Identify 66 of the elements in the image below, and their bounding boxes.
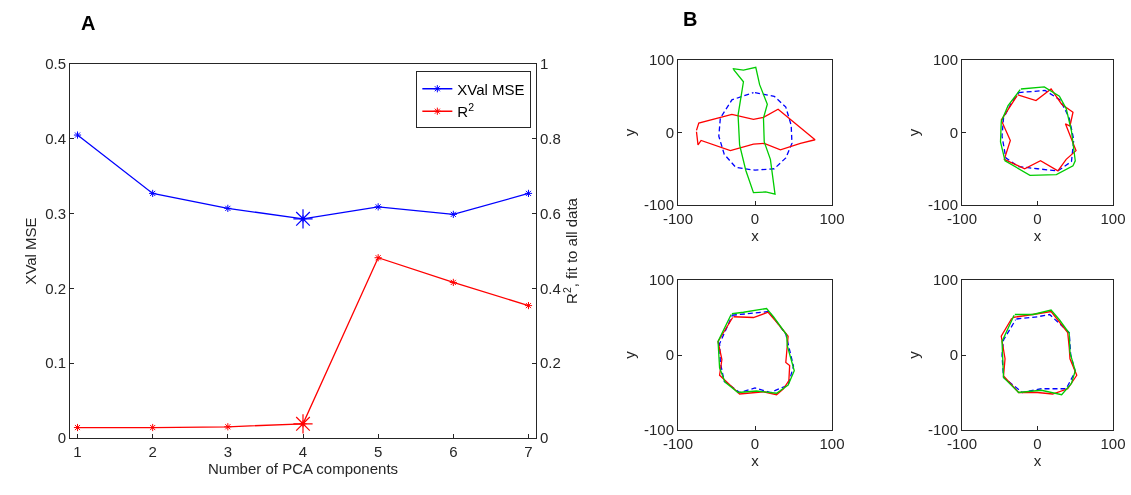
y-tick-label: 0 bbox=[949, 123, 958, 141]
point bbox=[223, 204, 232, 213]
y-axis-title: XVal MSE bbox=[22, 217, 40, 285]
text: A bbox=[81, 12, 96, 34]
x-axis-title: x bbox=[1033, 227, 1042, 244]
y-axis-title: y bbox=[621, 128, 639, 137]
point bbox=[449, 210, 458, 219]
x-tick-label: 100 bbox=[819, 210, 845, 227]
point bbox=[223, 422, 232, 431]
y-tick-label: 0.5 bbox=[45, 55, 66, 73]
point bbox=[148, 189, 157, 198]
y-axis-title: y bbox=[905, 128, 923, 137]
line-series bbox=[732, 66, 776, 195]
y-tick-label: -100 bbox=[927, 196, 958, 214]
point bbox=[524, 301, 533, 310]
y-tick-label: 0.4 bbox=[45, 130, 66, 148]
x-tick-label: 0 bbox=[750, 210, 760, 227]
y2-tick-label: 0.4 bbox=[540, 279, 561, 297]
point bbox=[374, 202, 383, 211]
x-tick-label: 100 bbox=[819, 435, 845, 452]
x-tick-label: 0 bbox=[1033, 435, 1042, 452]
x-tick-label: 0 bbox=[1033, 210, 1042, 227]
x-tick-label: 7 bbox=[524, 443, 533, 460]
text: B bbox=[683, 8, 698, 30]
y-tick-label: 0.1 bbox=[45, 354, 66, 372]
point bbox=[73, 423, 82, 432]
x-tick-label: 100 bbox=[1100, 210, 1126, 227]
y-tick-label: 100 bbox=[932, 51, 958, 69]
x-tick-label: 6 bbox=[449, 443, 458, 460]
point bbox=[524, 189, 533, 198]
line-series bbox=[695, 108, 816, 152]
point bbox=[449, 278, 458, 287]
y-tick-label: 100 bbox=[648, 271, 674, 289]
x-axis-title: x bbox=[751, 227, 760, 244]
x-tick-label: 4 bbox=[298, 443, 308, 460]
y-tick-label: 0 bbox=[665, 346, 674, 364]
x-axis-title: Number of PCA components bbox=[207, 460, 399, 477]
y-tick-label: -100 bbox=[643, 196, 674, 214]
x-tick-label: 1 bbox=[73, 443, 82, 460]
x-tick-label: 0 bbox=[750, 435, 760, 452]
y-tick-label: 100 bbox=[648, 51, 674, 69]
y2-tick-label: 0.8 bbox=[540, 130, 561, 148]
x-tick-label: 3 bbox=[223, 443, 233, 460]
legend-label: XVal MSE bbox=[457, 80, 525, 98]
y-tick-label: 0 bbox=[665, 123, 674, 141]
y-tick-label: 0 bbox=[949, 346, 958, 364]
x-tick-label: 5 bbox=[373, 443, 383, 460]
point bbox=[148, 423, 157, 432]
point bbox=[73, 130, 82, 140]
y-axis-title: y bbox=[905, 350, 923, 359]
y-tick-label: 0.2 bbox=[45, 279, 66, 297]
y-tick-label: -100 bbox=[643, 421, 674, 439]
y-tick-label: 0.3 bbox=[45, 204, 66, 222]
legend-label: R$^{2}$ bbox=[457, 100, 475, 121]
x-axis-title: x bbox=[1033, 452, 1042, 469]
point bbox=[374, 253, 383, 262]
y-axis-title: y bbox=[621, 350, 639, 359]
x-tick-label: 2 bbox=[148, 443, 157, 460]
y-tick-label: 100 bbox=[932, 271, 958, 289]
x-axis-title: x bbox=[751, 452, 760, 469]
line-series bbox=[718, 91, 793, 171]
x-tick-label: 100 bbox=[1100, 435, 1126, 452]
y-tick-label: -100 bbox=[927, 421, 958, 439]
y2-tick-label: 0.6 bbox=[540, 204, 561, 222]
y2-tick-label: 0.2 bbox=[540, 354, 561, 372]
y2-tick-label: 1 bbox=[540, 55, 549, 73]
